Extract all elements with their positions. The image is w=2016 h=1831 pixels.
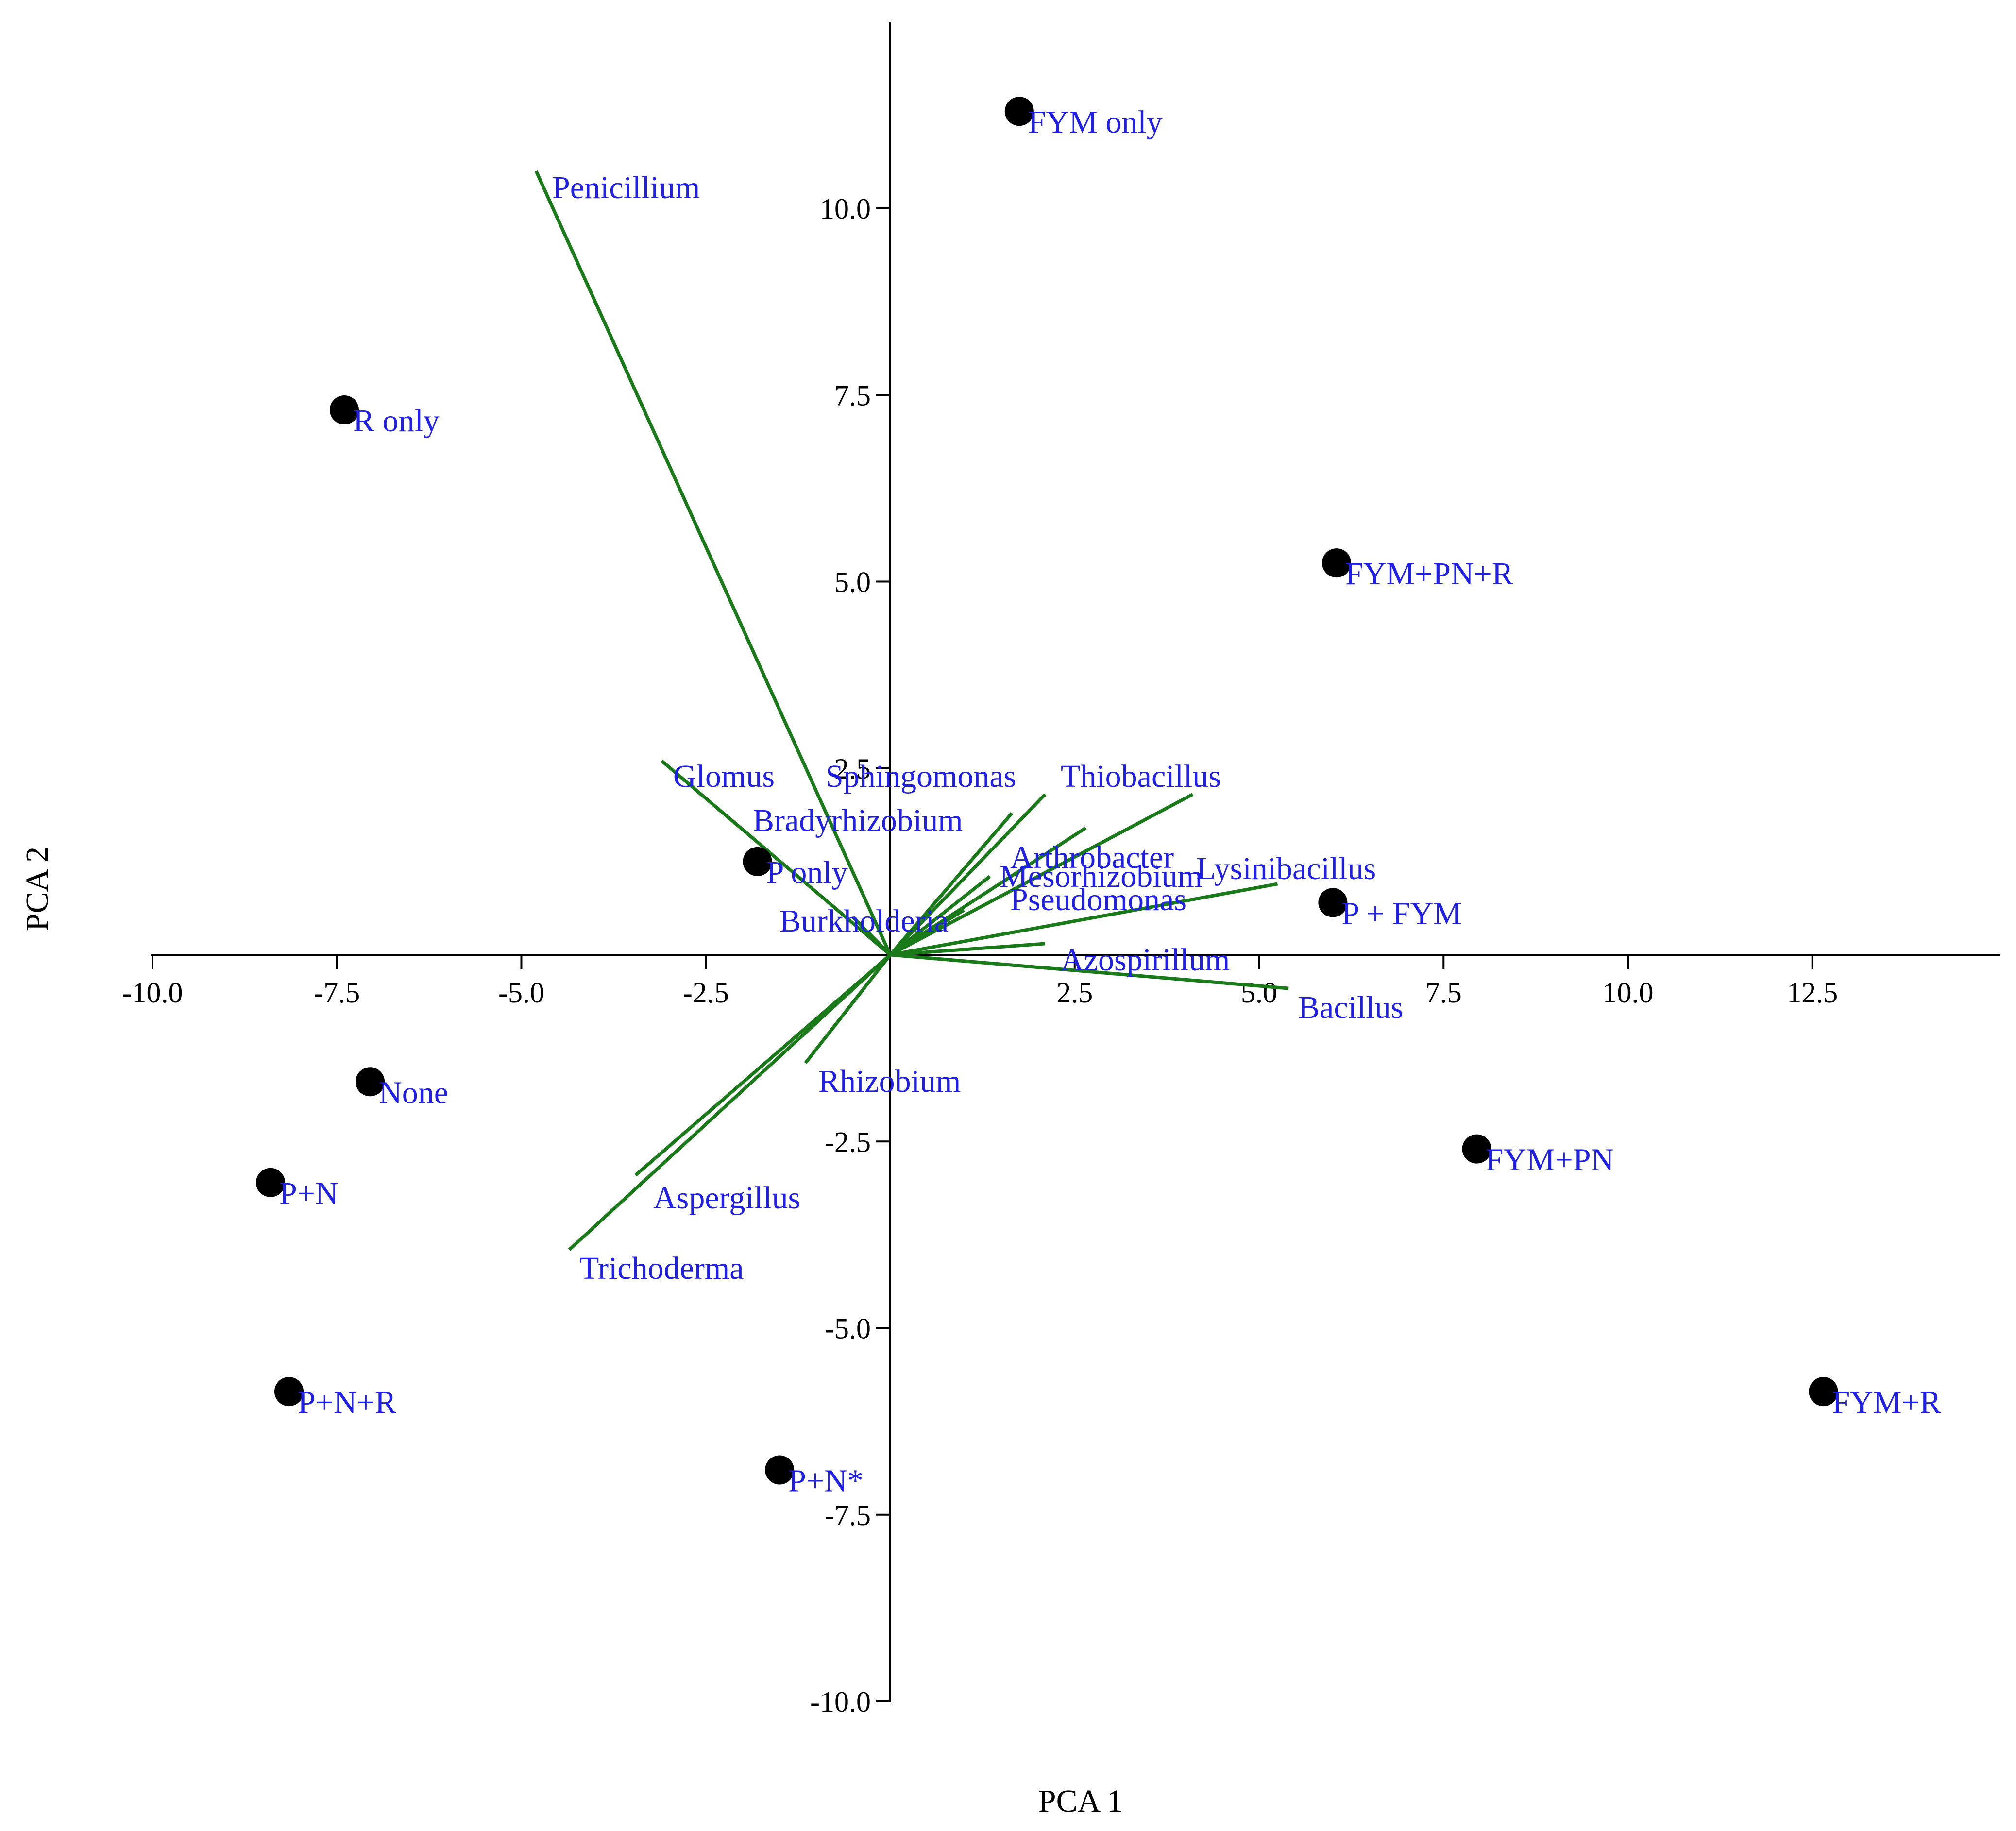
loading-vector-sphingomonas: [889, 812, 1014, 956]
x-tick-label: -2.5: [683, 977, 729, 1009]
loading-label-burkholderia: Burkholderia: [779, 903, 949, 939]
sample-point-fym-pn-r: [1321, 548, 1351, 578]
x-axis-title: PCA 1: [1038, 1783, 1123, 1819]
sample-point-r-only: [329, 395, 359, 424]
sample-label-fym-only: FYM only: [1028, 104, 1163, 140]
loading-label-mesorhizobium: Mesorhizobium: [1000, 859, 1203, 894]
loading-label-thiobacillus: Thiobacillus: [1061, 759, 1221, 794]
x-tick-label: 7.5: [1425, 977, 1462, 1009]
loading-labels: Penicillium Glomus Sphingomonas Thiobacillu…: [552, 170, 1403, 1286]
y-tick-label: -5.0: [825, 1313, 871, 1345]
x-tick-label: -7.5: [314, 977, 360, 1009]
loading-label-pseudomonas: Pseudomonas: [1010, 882, 1186, 917]
sample-point-p-n-r: [274, 1377, 304, 1407]
loading-vector-burkholderia: [852, 916, 892, 956]
loading-label-arthrobacter: Arthrobacter: [1010, 840, 1174, 875]
sample-point-none: [356, 1067, 385, 1097]
loading-label-penicillium: Penicillium: [552, 170, 700, 205]
loading-vector-penicillium: [534, 170, 892, 956]
y-tick-label: -2.5: [825, 1126, 871, 1158]
y-tick-label: 7.5: [834, 379, 871, 411]
loading-label-azospirillum: Azospirillum: [1061, 942, 1230, 978]
sample-label-fym-pn: FYM+PN: [1486, 1142, 1614, 1178]
sample-labels: FYM only R only FYM+PN+R P only P + FYM None P…: [279, 104, 1941, 1498]
sample-label-fym-r: FYM+R: [1832, 1385, 1941, 1420]
loading-label-lysinibacillus: Lysinibacillus: [1196, 851, 1376, 886]
loading-vector-azospirillum: [890, 942, 1046, 957]
x-tick-label: -10.0: [122, 977, 183, 1009]
sample-label-p-only: P only: [766, 855, 848, 890]
loading-label-aspergillus: Aspergillus: [653, 1180, 800, 1216]
loading-vector-bradyrhizobium: [889, 793, 1047, 956]
x-tick-label: -5.0: [498, 977, 544, 1009]
sample-points: [256, 97, 1838, 1485]
x-tick-label: 12.5: [1787, 977, 1838, 1009]
sample-point-p-fym: [1318, 888, 1348, 917]
sample-label-p-n: P+N*: [788, 1463, 864, 1499]
sample-point-fym-pn: [1462, 1134, 1491, 1164]
sample-point-p-only: [743, 847, 772, 876]
loading-vector-thiobacillus: [889, 793, 1194, 957]
loading-label-rhizobium: Rhizobium: [818, 1064, 961, 1099]
loading-label-bacillus: Bacillus: [1298, 990, 1403, 1025]
y-tick-label: 5.0: [834, 566, 871, 598]
loading-vector-rhizobium: [804, 953, 892, 1065]
sample-label-none: None: [379, 1075, 448, 1110]
loading-vector-lysinibacillus: [890, 882, 1278, 957]
y-tick-label-2.5: 2.5: [834, 753, 871, 785]
y-axis-title: PCA 2: [19, 847, 55, 931]
y-axis-ticks: -10.0 -7.5 -5.0 -2.5 5.0 7.5 10.0: [810, 193, 890, 1718]
y-tick-label: -10.0: [810, 1686, 871, 1718]
loading-vectors: [534, 170, 1289, 1251]
sample-point-p-n: [256, 1168, 286, 1197]
loading-vector-trichoderma: [568, 953, 892, 1251]
y-tick-label: 10.0: [820, 193, 871, 225]
sample-label-fym-pn-r: FYM+PN+R: [1345, 556, 1513, 592]
loading-vector-bacillus: [890, 953, 1289, 990]
axes: -10.0 -7.5 -5.0 -2.5 2.5 5.0 7.5 10.0 12.5 -10.0…: [122, 22, 2000, 1718]
y-tick-label: -7.5: [825, 1499, 871, 1531]
loading-label-sphingomonas: Sphingomonas: [826, 759, 1016, 794]
sample-point-p-n: [765, 1455, 795, 1485]
loading-vector-glomus: [660, 759, 892, 956]
x-tick-label: 5.0: [1241, 977, 1277, 1009]
loading-label-glomus: Glomus: [673, 759, 775, 794]
x-tick-label: 10.0: [1603, 977, 1654, 1009]
sample-label-p-n: P+N: [279, 1176, 339, 1211]
loading-vector-mesorhizobium: [889, 875, 991, 956]
sample-label-p-n-r: P+N+R: [298, 1385, 396, 1420]
sample-point-fym-only: [1004, 97, 1034, 126]
sample-label-r-only: R only: [353, 403, 440, 439]
sample-point-fym-r: [1809, 1377, 1838, 1407]
loading-label-bradyrhizobium: Bradyrhizobium: [753, 803, 963, 838]
x-axis-ticks: -10.0 -7.5 -5.0 -2.5 2.5 5.0 7.5 10.0 12.5: [122, 955, 1838, 1009]
loading-label-trichoderma: Trichoderma: [579, 1251, 744, 1286]
x-tick-label: 2.5: [1056, 977, 1093, 1009]
sample-label-p-fym: P + FYM: [1341, 896, 1462, 931]
loading-vector-pseudomonas: [889, 908, 965, 956]
